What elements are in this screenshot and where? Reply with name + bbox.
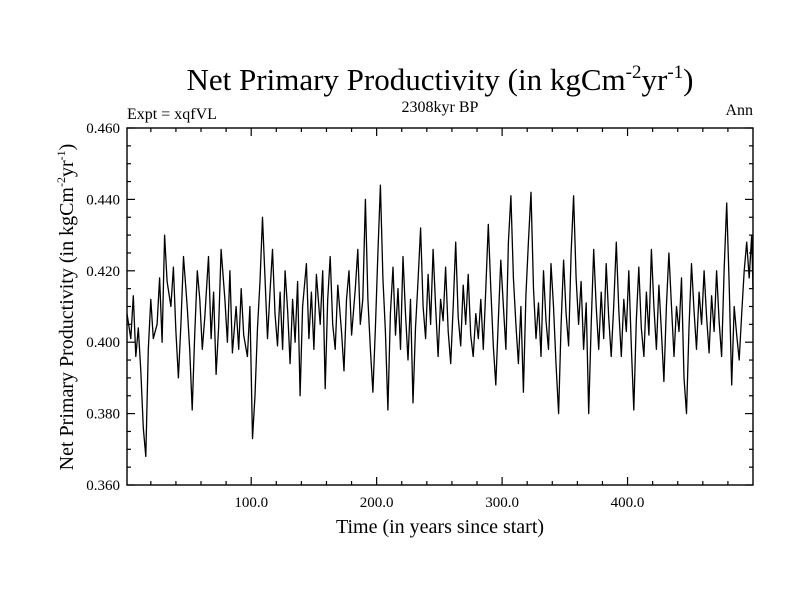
title-mid: yr xyxy=(641,62,668,97)
y-tick-label: 0.400 xyxy=(86,335,120,351)
title-sup1: -2 xyxy=(626,62,642,83)
x-tick-label: 200.0 xyxy=(360,495,394,511)
x-tick-label: 100.0 xyxy=(234,495,268,511)
subtitle-season: Ann xyxy=(725,102,753,119)
x-axis-label: Time (in years since start) xyxy=(336,516,544,538)
y-tick-label: 0.440 xyxy=(86,192,120,208)
data-series xyxy=(126,184,754,458)
y-axis-label: Net Primary Productivity (in kgCm-2yr-1) xyxy=(54,144,78,471)
ylabel-end: ) xyxy=(56,144,78,151)
series-line xyxy=(126,184,754,458)
title-sup2: -1 xyxy=(667,62,683,83)
y-tick-label: 0.380 xyxy=(86,407,120,423)
subtitle-experiment: Expt = xqfVL xyxy=(127,106,217,123)
title-main: Net Primary Productivity (in kgCm xyxy=(187,62,626,97)
ylabel-sup1: -2 xyxy=(54,177,68,187)
y-tick-label: 0.460 xyxy=(86,121,120,137)
ylabel-main: Net Primary Productivity (in kgCm xyxy=(56,187,78,471)
ylabel-mid: yr xyxy=(56,160,78,177)
x-tick-label: 300.0 xyxy=(485,495,519,511)
title-end: ) xyxy=(683,62,693,97)
y-tick-label: 0.420 xyxy=(86,264,120,280)
chart-title: Net Primary Productivity (in kgCm-2yr-1) xyxy=(187,62,694,97)
subtitle-period: 2308kyr BP xyxy=(402,99,479,116)
x-tick-label: 400.0 xyxy=(611,495,645,511)
ylabel-sup2: -1 xyxy=(54,150,68,160)
axis-ticks: 0.360 0.380 0.400 0.420 0.440 0.460 100.0 200.0… xyxy=(86,121,753,511)
y-tick-label: 0.360 xyxy=(86,478,120,494)
